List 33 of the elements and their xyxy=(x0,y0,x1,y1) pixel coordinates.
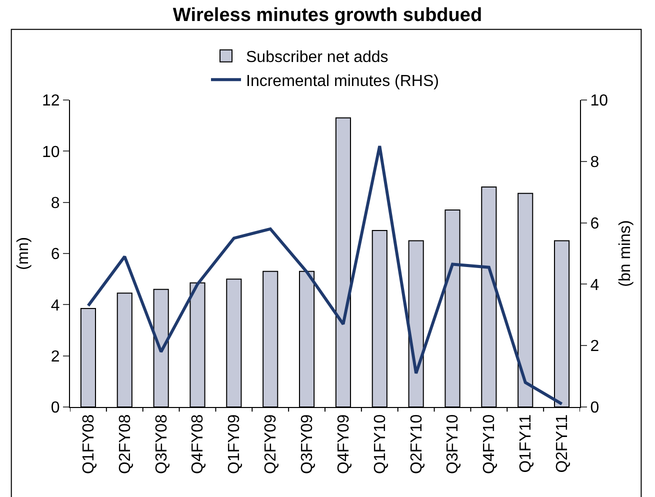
x-tick-label: Q3FY10 xyxy=(444,414,462,474)
x-tick-label: Q3FY08 xyxy=(153,414,170,474)
x-tick-label: Q3FY09 xyxy=(298,414,316,474)
line-series xyxy=(86,144,564,406)
y-tick-label: 6 xyxy=(50,246,60,264)
x-tick-label: Q2FY09 xyxy=(262,414,280,474)
x-tick-label: Q1FY10 xyxy=(372,414,389,474)
y2-tick-label: 8 xyxy=(590,154,600,171)
y2-tick-label: 6 xyxy=(590,215,600,232)
x-tick-label: Q2FY10 xyxy=(408,414,426,474)
y-tick-label: 0 xyxy=(50,400,60,417)
y-axis-title: (mn) xyxy=(15,237,32,270)
y2-tick-label: 0 xyxy=(590,400,600,417)
y2-axis-title: (bn mins) xyxy=(617,220,634,287)
chart-title: Wireless minutes growth subdued xyxy=(172,4,482,26)
x-tick-label: Q4FY09 xyxy=(335,414,352,474)
y-tick-label: 12 xyxy=(42,92,60,110)
legend-label: Incremental minutes (RHS) xyxy=(246,72,439,90)
y-tick-label: 4 xyxy=(50,297,60,314)
y-tick-label: 8 xyxy=(50,194,60,212)
x-tick-label: Q4FY10 xyxy=(481,414,498,474)
x-tick-label: Q2FY11 xyxy=(554,414,571,473)
y2-tick-label: 4 xyxy=(590,276,600,294)
y2-tick-label: 10 xyxy=(590,92,608,110)
y-tick-label: 10 xyxy=(42,144,60,161)
legend-label: Subscriber net adds xyxy=(246,49,388,66)
y-tick-label: 2 xyxy=(50,348,60,366)
x-tick-label: Q2FY08 xyxy=(116,414,134,474)
y2-tick-label: 2 xyxy=(590,338,600,356)
x-tick-label: Q1FY08 xyxy=(80,414,98,474)
x-tick-label: Q4FY08 xyxy=(190,414,207,474)
x-tick-label: Q1FY09 xyxy=(226,414,244,474)
x-tick-label: Q1FY11 xyxy=(518,414,535,473)
